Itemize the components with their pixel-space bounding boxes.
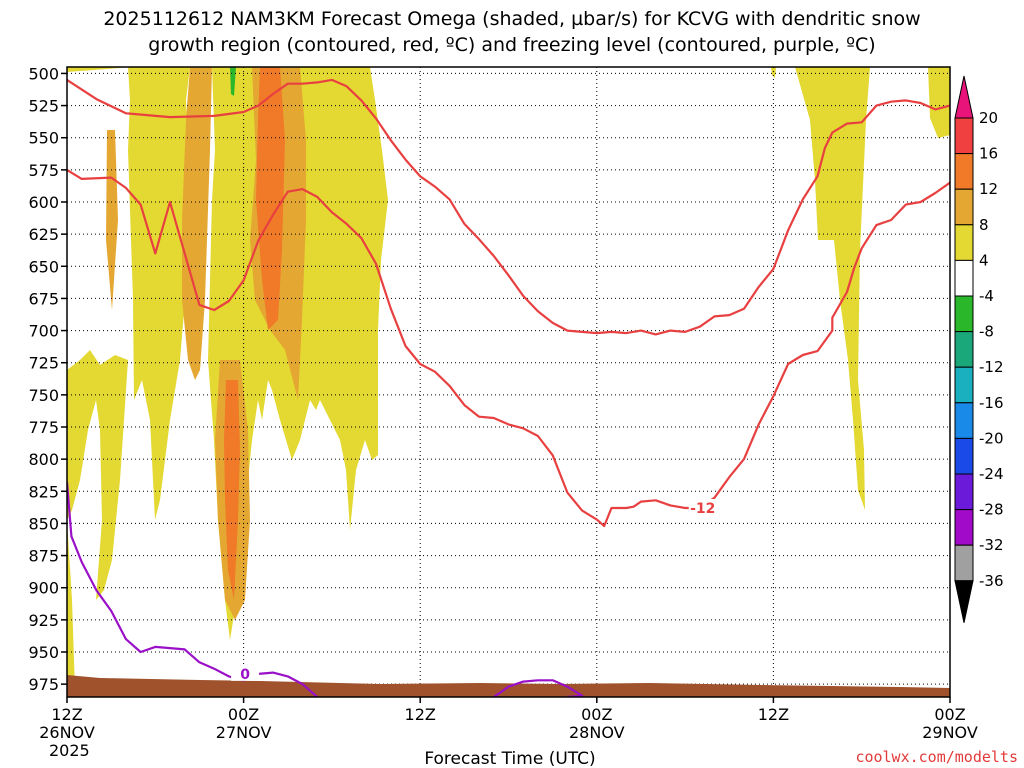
colorbar-cap-bottom: [954, 580, 974, 623]
colorbar-swatch: [954, 544, 974, 582]
colorbar-swatch: [954, 295, 974, 333]
y-tick-label: 500: [28, 64, 59, 83]
colorbar-label: 12: [979, 180, 998, 198]
x-tick-label: 27NOV: [216, 723, 272, 742]
x-tick-label: 29NOV: [922, 723, 978, 742]
colorbar-swatch: [954, 259, 974, 297]
colorbar-label: -8: [979, 323, 994, 341]
y-tick-label: 950: [28, 643, 59, 662]
freezing-level-contour-a: [67, 482, 318, 697]
colorbar-swatch: [954, 224, 974, 261]
omega-shaded-field: [67, 67, 950, 690]
x-tick-label: 00Z: [581, 705, 612, 724]
colorbar-swatch: [954, 509, 974, 546]
dgz-contour-upper: [67, 78, 950, 336]
freezing-level-contour-b: [493, 679, 584, 697]
y-tick-label: 850: [28, 514, 59, 533]
colorbar-swatch: [954, 437, 974, 475]
colorbar-swatch: [954, 366, 974, 404]
x-tick-label: 12Z: [51, 705, 82, 724]
x-tick-label: 00Z: [228, 705, 259, 724]
chart-title-line-1: 2025112612 NAM3KM Forecast Omega (shaded…: [103, 8, 920, 30]
y-tick-label: 650: [28, 257, 59, 276]
y-tick-label: 750: [28, 386, 59, 405]
colorbar-label: -16: [979, 394, 1004, 412]
colorbar-label: -24: [979, 465, 1004, 483]
colorbar-label: -4: [979, 287, 994, 305]
y-tick-label: 700: [28, 322, 59, 341]
x-tick-label: 28NOV: [569, 723, 625, 742]
y-tick-label: 575: [28, 161, 59, 180]
colorbar-swatch: [954, 402, 974, 439]
plot-frame: [66, 66, 951, 698]
omega-region-4-8-east: [795, 67, 870, 510]
y-tick-label: 675: [28, 289, 59, 308]
omega-region-12-16: [224, 67, 285, 600]
x-tick-label: 12Z: [758, 705, 789, 724]
y-tick-label: 825: [28, 482, 59, 501]
colorbar-label: -28: [979, 501, 1004, 519]
y-axis-pressure: 500 525 550 575 600 625 650 675 700 725 750 775 800 8…: [28, 64, 67, 694]
colorbar-cap-top: [954, 75, 974, 119]
x-tick-label: 12Z: [405, 705, 436, 724]
y-tick-label: 525: [28, 97, 59, 116]
contour-label: 0: [240, 667, 250, 683]
chart-title-line-2: growth region (contoured, red, ºC) and f…: [148, 34, 875, 56]
y-tick-label: 900: [28, 579, 59, 598]
colorbar-swatch: [954, 473, 974, 511]
contour-label: -12: [690, 501, 715, 517]
y-tick-label: 925: [28, 611, 59, 630]
colorbar-label: 4: [979, 251, 989, 269]
colorbar-label: 20: [979, 109, 998, 127]
omega-region-4-8-dot: [771, 67, 776, 78]
omega-region-8-12: [106, 67, 306, 620]
y-tick-label: 775: [28, 418, 59, 437]
omega-region-4-8-east-top: [928, 67, 950, 138]
y-tick-label: 725: [28, 354, 59, 373]
dgz-contour-lower: [67, 168, 950, 528]
omega-region-neg-4-8: [230, 67, 236, 96]
x-tick-label: 2025: [49, 741, 90, 760]
y-tick-label: 875: [28, 547, 59, 566]
colorbar-label: -20: [979, 429, 1004, 447]
colorbar-swatch: [954, 153, 974, 190]
colorbar-label: 8: [979, 216, 989, 234]
colorbar-swatch: [954, 117, 974, 155]
colorbar-label: -32: [979, 536, 1004, 554]
grid-lines: [67, 67, 950, 697]
y-tick-label: 550: [28, 129, 59, 148]
x-axis-label: Forecast Time (UTC): [424, 749, 595, 768]
colorbar-label: 16: [979, 145, 998, 163]
colorbar-label: -36: [979, 572, 1004, 590]
y-tick-label: 800: [28, 450, 59, 469]
y-tick-label: 625: [28, 225, 59, 244]
contour-label-bg: [231, 664, 260, 681]
contour-label-bg: [688, 499, 717, 515]
y-tick-label: 600: [28, 193, 59, 212]
x-tick-label: 26NOV: [39, 723, 95, 742]
colorbar-label: -12: [979, 358, 1004, 376]
credit-text: coolwx.com/modelts: [855, 748, 1018, 766]
colorbar-swatch: [954, 188, 974, 226]
colorbar-swatch: [954, 331, 974, 368]
colorbar: 20 16 12 8 4 -4 -8 -12 -16 -20 -24 -28 -32 -36: [954, 75, 1004, 623]
x-tick-label: 00Z: [934, 705, 965, 724]
y-tick-label: 975: [28, 675, 59, 694]
